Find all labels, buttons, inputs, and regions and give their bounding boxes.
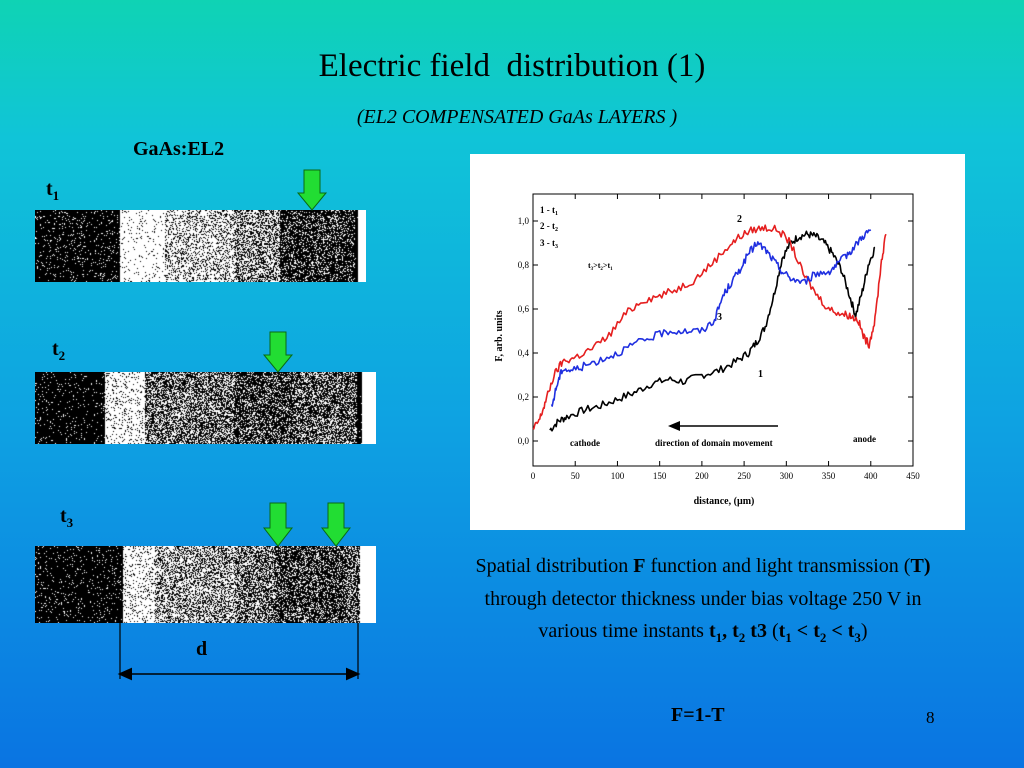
thickness-marker	[117, 623, 361, 681]
x-axis-label: distance, (µm)	[694, 496, 755, 507]
chart-lines	[532, 224, 887, 432]
page-number: 8	[926, 708, 935, 727]
y-tick-label: 0,4	[518, 348, 530, 358]
curve-label-3: 3	[717, 312, 722, 323]
chart-svg: 0 50 100 150 200 250 300 350 400 450 0,0 0,2 0,4 0,6 0…	[494, 193, 920, 507]
slide-subtitle: (EL2 COMPENSATED GaAs LAYERS )	[356, 106, 678, 128]
curve-label-2: 2	[737, 214, 742, 225]
time-label-t2: t2	[52, 338, 66, 363]
figure-caption: Spatial distribution F function and ligh…	[475, 555, 931, 645]
x-tick-label: 250	[737, 471, 751, 481]
annotation-cathode: cathode	[570, 438, 600, 448]
time-label-t3: t3	[60, 505, 74, 530]
time-order-note: t3>t2>t1	[588, 261, 613, 272]
field-distribution-chart: 0 50 100 150 200 250 300 350 400 450 0,0 0,2 0,4 0,6 0…	[470, 154, 965, 530]
domain-position-arrow-t1	[296, 169, 328, 211]
x-tick-label: 450	[906, 471, 920, 481]
series-line-1	[549, 230, 876, 432]
legend-entry-1: 1 - t1	[540, 205, 558, 217]
legend-entry-3: 3 - t3	[540, 238, 558, 250]
curve-label-1: 1	[758, 369, 763, 380]
chart-ticks: 0 50 100 150 200 250 300 350 400 450 0,0 0,2 0,4 0,6 0…	[518, 194, 920, 481]
y-tick-label: 0,8	[518, 260, 530, 270]
thickness-label: d	[196, 638, 208, 660]
slide-title: Electric field distribution (1)	[318, 48, 706, 84]
y-tick-label: 0,0	[518, 436, 530, 446]
x-tick-label: 350	[822, 471, 836, 481]
domain-position-arrow-t3-left	[262, 502, 294, 547]
y-tick-label: 0,2	[518, 392, 529, 402]
series-line-3	[550, 229, 872, 407]
plot-frame	[532, 193, 914, 467]
series-line-2	[532, 224, 887, 430]
y-tick-label: 1,0	[518, 216, 530, 226]
x-tick-label: 50	[571, 471, 581, 481]
x-tick-label: 150	[653, 471, 667, 481]
formula: F=1-T	[671, 704, 725, 726]
domain-position-arrow-t2	[262, 331, 294, 373]
x-tick-label: 300	[780, 471, 794, 481]
y-tick-label: 0,6	[518, 304, 530, 314]
x-tick-label: 200	[695, 471, 709, 481]
direction-arrow	[668, 421, 778, 431]
domain-position-arrow-t3-right	[320, 502, 352, 547]
transmission-image-t2	[35, 372, 376, 444]
chart-legend: 1 - t1 2 - t2 3 - t3	[540, 205, 558, 250]
transmission-image-t3	[35, 546, 376, 623]
transmission-image-t1	[35, 210, 366, 282]
time-label-t1: t1	[46, 178, 60, 203]
annotation-direction: direction of domain movement	[655, 438, 773, 448]
x-tick-label: 0	[531, 471, 536, 481]
sample-label: GaAs:EL2	[133, 138, 225, 160]
y-axis-label: F, arb. units	[494, 310, 505, 361]
annotation-anode: anode	[853, 434, 876, 444]
legend-entry-2: 2 - t2	[540, 221, 558, 233]
x-tick-label: 100	[611, 471, 625, 481]
x-tick-label: 400	[864, 471, 878, 481]
